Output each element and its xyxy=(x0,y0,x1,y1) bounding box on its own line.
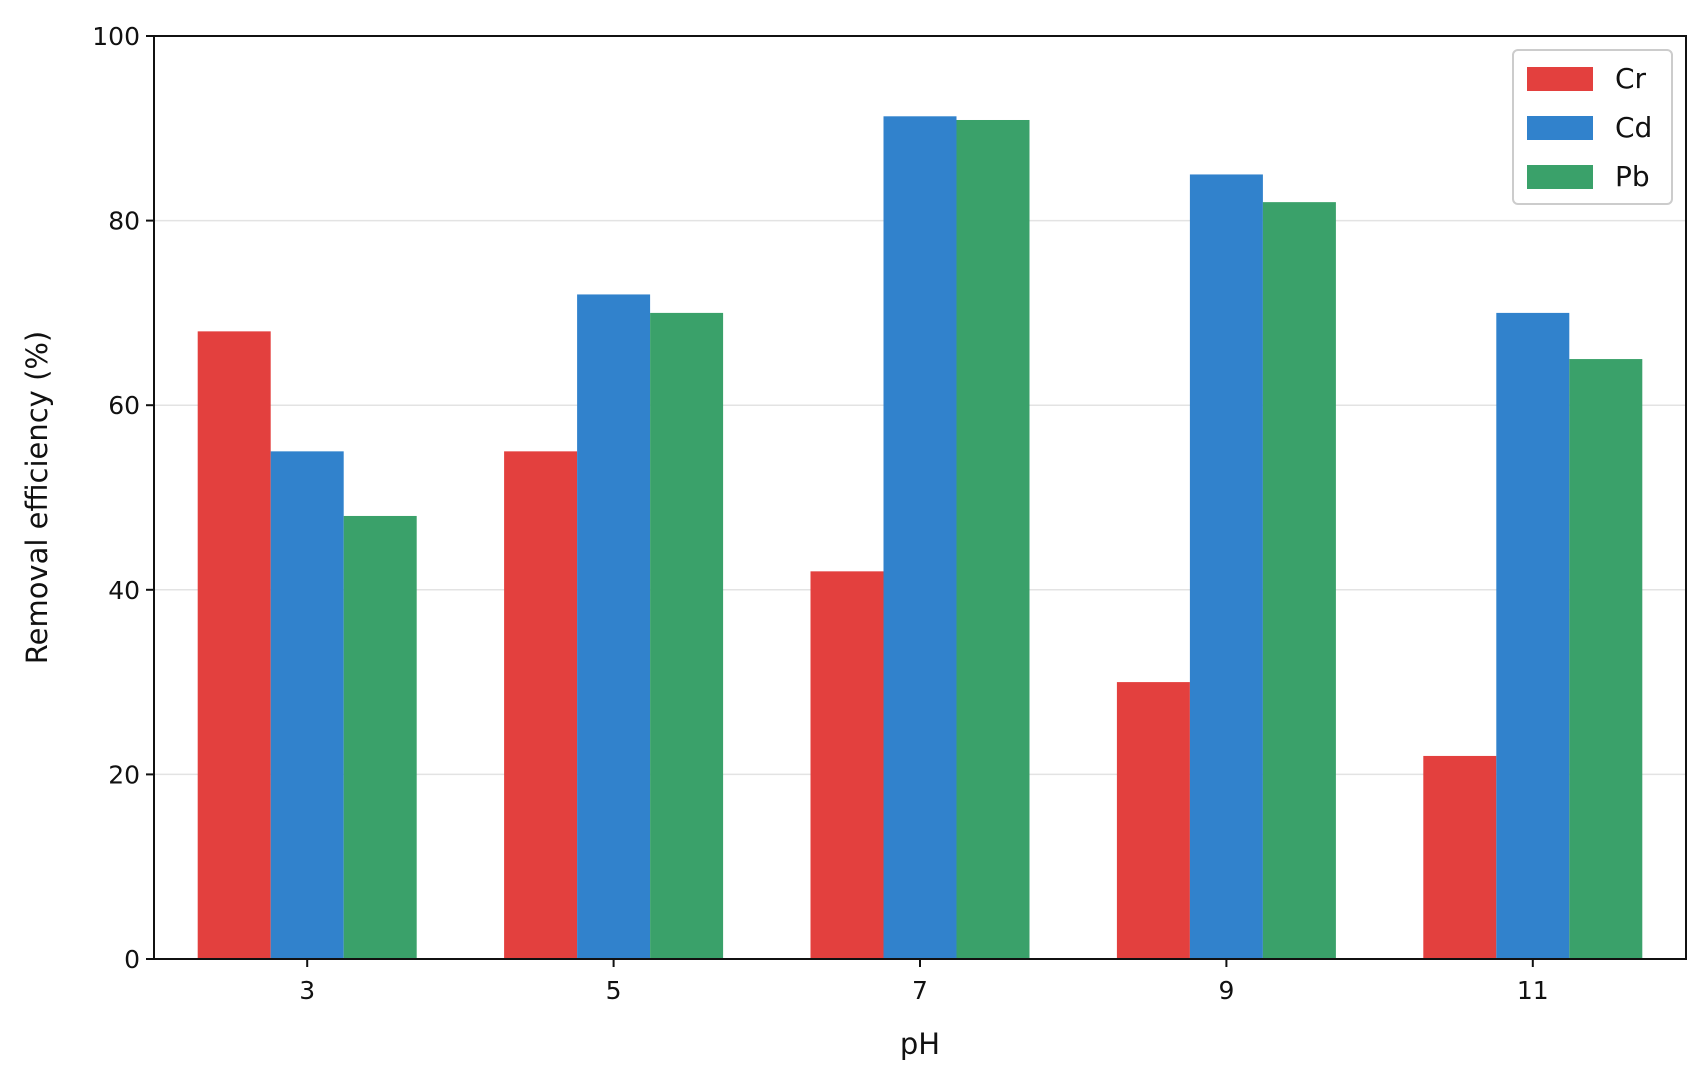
x-axis-title: pH xyxy=(900,1027,940,1061)
bar-cd-5 xyxy=(577,294,651,959)
y-tick-label: 40 xyxy=(108,576,140,605)
legend-label-cd: Cd xyxy=(1615,111,1652,144)
bar-cr-7 xyxy=(810,571,884,959)
legend-label-cr: Cr xyxy=(1615,62,1647,95)
bar-cd-3 xyxy=(270,451,344,959)
bar-pb-5 xyxy=(650,312,724,959)
y-axis-title: Removal efficiency (%) xyxy=(20,331,54,665)
x-tick-label: 3 xyxy=(299,976,315,1005)
x-axis-ticks: 3 5 7 9 11 xyxy=(299,959,1549,1005)
bar-cd-7 xyxy=(883,116,957,959)
bar-cr-11 xyxy=(1423,755,1497,959)
y-tick-label: 20 xyxy=(108,760,140,789)
bar-cr-5 xyxy=(504,451,578,959)
bar-pb-9 xyxy=(1262,202,1336,959)
legend-swatch-cr xyxy=(1527,67,1593,91)
bar-pb-7 xyxy=(956,119,1030,960)
legend-swatch-pb xyxy=(1527,165,1593,189)
y-tick-label: 0 xyxy=(124,945,140,974)
x-tick-label: 11 xyxy=(1517,976,1549,1005)
bar-cd-9 xyxy=(1189,174,1263,959)
bar-cd-11 xyxy=(1496,312,1570,959)
y-axis-ticks: 0 20 40 60 80 100 xyxy=(92,22,154,974)
x-tick-label: 7 xyxy=(912,976,928,1005)
bar-pb-11 xyxy=(1569,359,1643,959)
bars xyxy=(197,116,1643,960)
y-tick-label: 80 xyxy=(108,207,140,236)
bar-cr-9 xyxy=(1116,682,1190,959)
x-tick-label: 9 xyxy=(1218,976,1234,1005)
x-tick-label: 5 xyxy=(606,976,622,1005)
legend-label-pb: Pb xyxy=(1615,160,1650,193)
y-tick-label: 60 xyxy=(108,391,140,420)
bar-cr-3 xyxy=(197,331,271,959)
bar-pb-3 xyxy=(343,515,417,959)
legend: Cr Cd Pb xyxy=(1512,49,1673,205)
legend-swatch-cd xyxy=(1527,116,1593,140)
y-tick-label: 100 xyxy=(92,22,140,51)
